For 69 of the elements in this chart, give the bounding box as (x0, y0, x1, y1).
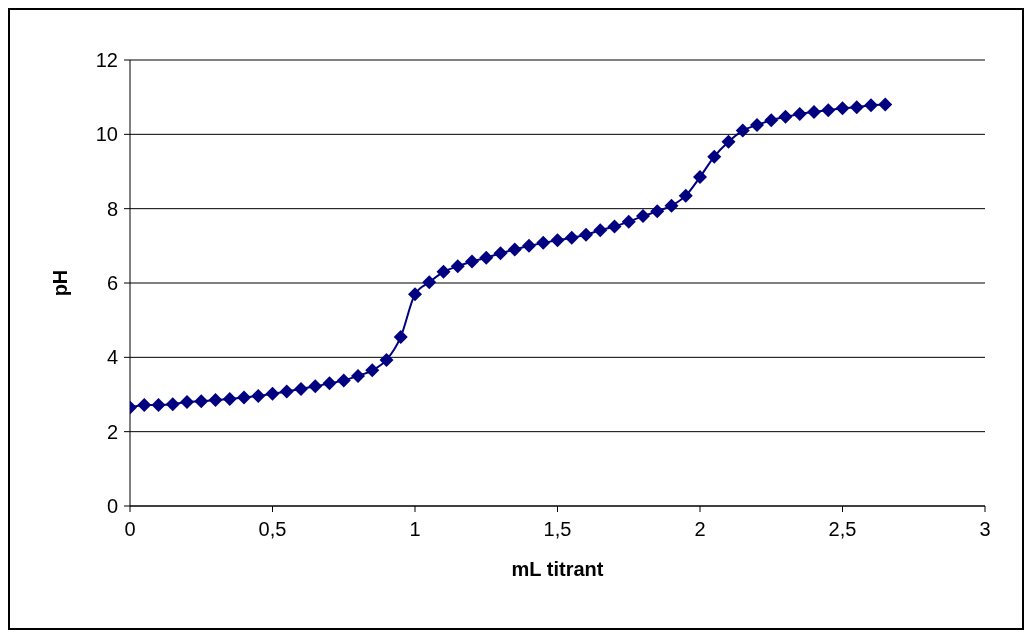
y-tick-label: 12 (95, 49, 118, 72)
y-axis-title: pH (49, 269, 72, 297)
point (678, 188, 693, 203)
point (479, 250, 494, 265)
point (778, 109, 793, 124)
point (664, 198, 679, 213)
x-tick-label: 2,5 (828, 518, 857, 541)
point (336, 373, 351, 388)
point (422, 275, 437, 290)
x-tick-label: 1 (409, 518, 421, 541)
point (807, 105, 821, 120)
point (294, 381, 308, 396)
point (750, 118, 764, 133)
point (208, 393, 223, 408)
point (693, 170, 707, 185)
point (864, 98, 878, 113)
point (393, 329, 408, 344)
point (237, 390, 251, 405)
point (408, 287, 422, 302)
point (151, 397, 166, 412)
point (593, 223, 608, 238)
point (550, 233, 565, 248)
point (507, 242, 522, 257)
point (493, 246, 508, 261)
point (849, 100, 864, 115)
point (607, 219, 622, 234)
point (251, 388, 266, 403)
y-tick-label: 6 (106, 272, 118, 295)
point (821, 103, 836, 118)
point (322, 376, 337, 391)
point (792, 106, 807, 121)
point (465, 254, 479, 269)
point (165, 397, 180, 412)
x-axis-title: mL titrant (511, 558, 604, 580)
point (764, 113, 779, 128)
point (180, 394, 194, 409)
point (137, 397, 152, 412)
point (308, 379, 323, 394)
point (279, 384, 294, 399)
y-tick-label: 8 (106, 197, 118, 220)
x-tick-label: 3 (979, 518, 991, 541)
y-tick-label: 2 (106, 420, 118, 443)
point (351, 368, 365, 383)
point (621, 214, 636, 229)
x-tick-label: 2 (694, 518, 706, 541)
point (707, 149, 722, 164)
y-tick-label: 10 (95, 123, 118, 146)
point (450, 259, 465, 274)
point (878, 97, 893, 112)
point (735, 123, 750, 138)
point (835, 101, 850, 116)
point (522, 238, 536, 253)
y-tick-label: 4 (106, 346, 118, 369)
point (265, 386, 280, 401)
point (579, 227, 593, 242)
point (650, 204, 665, 219)
x-tick-label: 0 (124, 518, 136, 541)
point (536, 235, 551, 250)
point (222, 391, 237, 406)
point (194, 394, 209, 409)
point (721, 134, 736, 149)
point (436, 264, 451, 279)
point (564, 230, 579, 245)
y-tick-label: 0 (106, 495, 118, 518)
point (636, 209, 650, 224)
point (379, 352, 394, 367)
x-tick-label: 0,5 (258, 518, 287, 541)
x-tick-label: 1,5 (543, 518, 572, 541)
point (365, 363, 380, 378)
